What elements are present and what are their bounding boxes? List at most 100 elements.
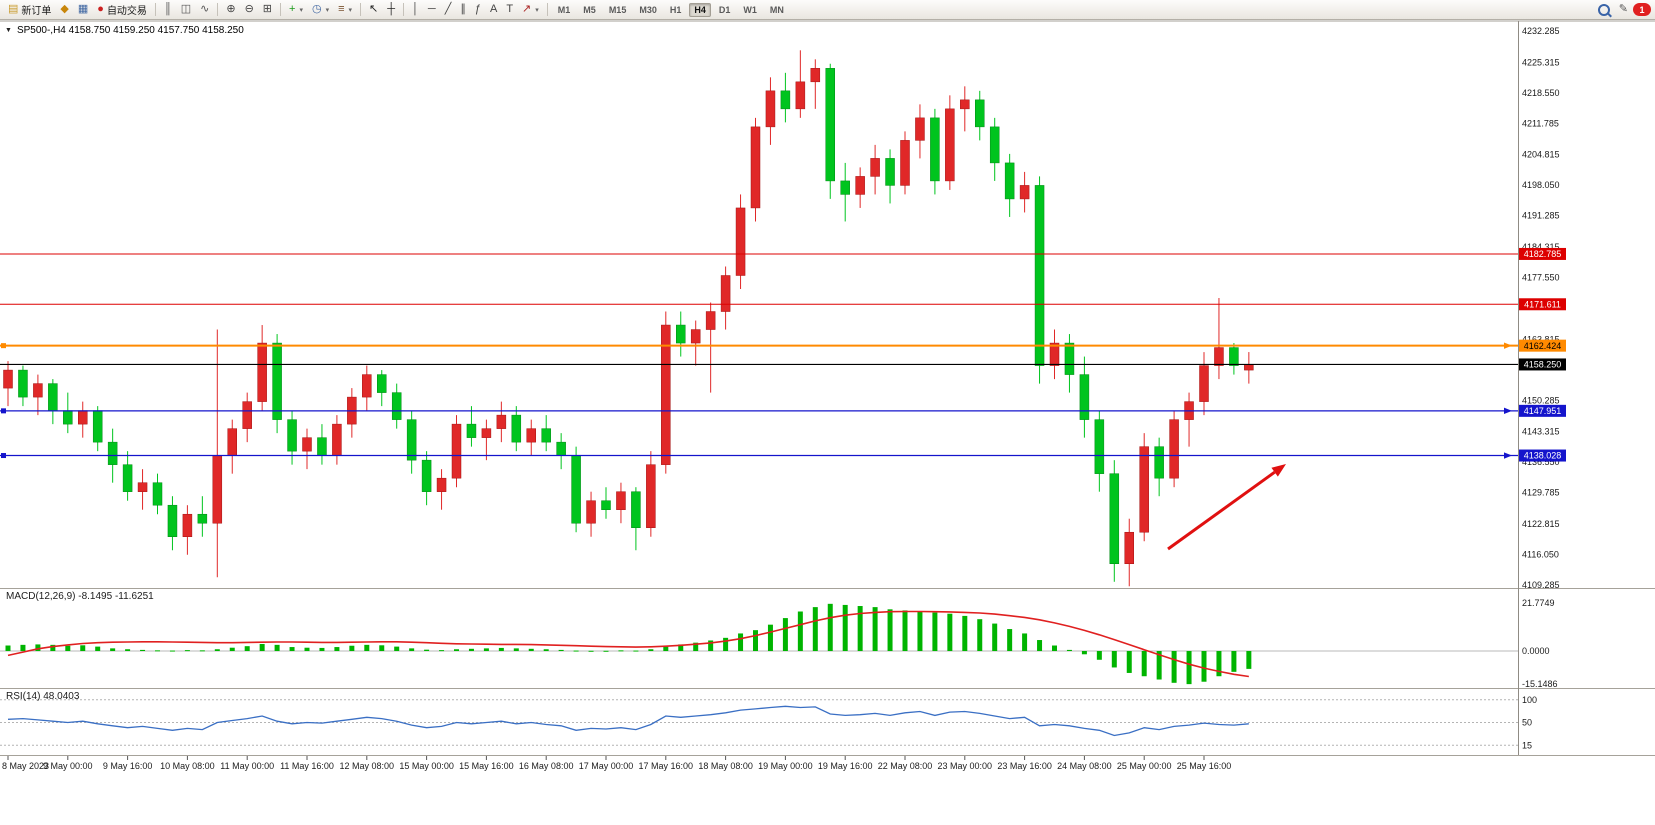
svg-text:4225.315: 4225.315 bbox=[1522, 57, 1560, 67]
candle bbox=[3, 361, 13, 407]
svg-text:4171.611: 4171.611 bbox=[1524, 299, 1561, 309]
separator bbox=[360, 3, 362, 16]
vertical-line-button[interactable]: │ bbox=[408, 1, 423, 19]
candle bbox=[391, 383, 402, 429]
timeframe-button-mn[interactable]: MN bbox=[769, 4, 784, 15]
separator bbox=[154, 3, 156, 16]
macd-histogram-bar bbox=[5, 645, 11, 651]
candle bbox=[765, 77, 776, 145]
timeframe-button-h4[interactable]: H4 bbox=[689, 2, 711, 17]
macd-panel: 21.7749 0.0000 -15.1486 bbox=[0, 598, 1558, 689]
svg-text:4163.815: 4163.815 bbox=[1522, 334, 1560, 344]
chevron-down-icon: ▾ bbox=[299, 6, 303, 14]
horizontal-line[interactable] bbox=[0, 342, 1518, 349]
candle bbox=[780, 72, 791, 123]
timeframe-button-w1[interactable]: W1 bbox=[743, 4, 757, 15]
data-window-button[interactable]: ▦ bbox=[74, 1, 92, 19]
new-order-button-label: 新订单 bbox=[21, 6, 52, 17]
horizontal-line[interactable] bbox=[0, 452, 1518, 459]
macd-histogram-bar bbox=[498, 647, 504, 651]
macd-histogram-bar bbox=[827, 603, 833, 651]
rsi-name: RSI(14) bbox=[6, 691, 41, 702]
chart-collapse-icon[interactable]: ▼ bbox=[5, 27, 12, 34]
market-watch-button[interactable]: ◆ bbox=[56, 1, 72, 19]
timeframe-button-m15[interactable]: M15 bbox=[608, 4, 627, 15]
svg-text:4143.315: 4143.315 bbox=[1522, 427, 1560, 437]
macd-histogram-bar bbox=[723, 637, 729, 651]
macd-histogram-bar bbox=[872, 607, 878, 651]
macd-histogram-bar bbox=[95, 646, 101, 651]
candlestick-chart-button[interactable]: ◫ bbox=[177, 1, 195, 19]
search-button[interactable] bbox=[1594, 1, 1614, 19]
chart-title-text: SP500-,H4 4158.750 4159.250 4157.750 415… bbox=[16, 25, 244, 36]
timeframe-button-h1[interactable]: H1 bbox=[669, 4, 682, 15]
bar-chart-icon: ║ bbox=[163, 3, 172, 15]
new-chart-button[interactable]: + ▾ bbox=[285, 1, 307, 19]
channel-button[interactable]: ∥ bbox=[456, 1, 470, 19]
fibonacci-icon: ƒ bbox=[474, 3, 481, 15]
arrows-button[interactable]: ↗ ▾ bbox=[518, 1, 543, 19]
cursor-button[interactable]: ↖ bbox=[365, 1, 382, 19]
zoom-out-button[interactable]: ⊖ bbox=[241, 1, 258, 19]
edit-button[interactable]: ✎ bbox=[1615, 1, 1632, 19]
tile-windows-button[interactable]: ⊞ bbox=[259, 1, 276, 19]
macd-histogram-bar bbox=[439, 650, 445, 652]
data-window-icon: ▦ bbox=[77, 3, 89, 15]
candle bbox=[750, 117, 761, 222]
auto-trading-button[interactable]: ● 自动交易 bbox=[93, 1, 151, 19]
macd-histogram-bar bbox=[782, 618, 788, 651]
macd-histogram-bar bbox=[842, 604, 848, 651]
macd-histogram-bar bbox=[1216, 651, 1222, 677]
profiles-button[interactable]: ◷ ▾ bbox=[308, 1, 333, 19]
macd-histogram-bar bbox=[289, 647, 295, 651]
candle bbox=[1169, 410, 1179, 488]
trendline-button[interactable]: ╱ bbox=[441, 1, 456, 19]
macd-histogram-bar bbox=[678, 644, 684, 651]
candle bbox=[870, 144, 880, 195]
candle bbox=[302, 428, 312, 470]
indicators-icon: ≡ bbox=[338, 3, 345, 15]
fibonacci-button[interactable]: ƒ bbox=[471, 1, 485, 19]
notification-badge[interactable]: 1 bbox=[1633, 3, 1651, 16]
svg-text:4191.285: 4191.285 bbox=[1522, 211, 1560, 221]
horizontal-line[interactable] bbox=[0, 407, 1518, 415]
macd-histogram-bar bbox=[334, 647, 340, 651]
horizontal-line-button[interactable]: ─ bbox=[424, 1, 440, 19]
trend-arrow-annotation[interactable] bbox=[1167, 464, 1286, 551]
price-axis: 4232.285 4225.315 4218.550 4211.785 4204.815… bbox=[1522, 26, 1560, 590]
line-chart-button[interactable]: ∿ bbox=[196, 1, 213, 19]
timeframe-button-m5[interactable]: M5 bbox=[583, 4, 596, 15]
svg-text:4211.785: 4211.785 bbox=[1522, 118, 1559, 128]
candle bbox=[1034, 176, 1045, 384]
macd-histogram-bar bbox=[20, 644, 26, 651]
candle bbox=[1049, 329, 1060, 380]
macd-histogram-bar bbox=[558, 649, 564, 651]
channel-icon: ∥ bbox=[460, 3, 466, 15]
timeframe-button-d1[interactable]: D1 bbox=[718, 4, 731, 15]
zoom-out-icon: ⊖ bbox=[244, 3, 254, 15]
svg-text:23 May 16:00: 23 May 16:00 bbox=[997, 761, 1052, 771]
timeframe-button-m30[interactable]: M30 bbox=[639, 4, 657, 15]
indicators-button[interactable]: ≡ ▾ bbox=[334, 1, 356, 19]
new-order-button[interactable]: ▤ 新订单 bbox=[4, 1, 55, 19]
macd-histogram-bar bbox=[812, 607, 818, 651]
candle bbox=[511, 406, 522, 452]
zoom-in-button[interactable]: ⊕ bbox=[222, 1, 239, 19]
candle bbox=[989, 117, 1000, 181]
text-button[interactable]: A bbox=[486, 1, 501, 19]
search-icon bbox=[1597, 3, 1610, 16]
candle bbox=[1094, 410, 1105, 492]
separator bbox=[217, 3, 219, 16]
svg-text:4184.315: 4184.315 bbox=[1522, 242, 1560, 252]
svg-text:21.7749: 21.7749 bbox=[1522, 598, 1555, 608]
candle bbox=[661, 311, 671, 474]
timeframe-button-m1[interactable]: M1 bbox=[557, 4, 571, 15]
candle bbox=[631, 487, 641, 551]
bar-chart-button[interactable]: ║ bbox=[160, 1, 176, 19]
macd-histogram-bar bbox=[259, 643, 265, 651]
macd-histogram-bar bbox=[304, 647, 310, 651]
text-label-button[interactable]: T bbox=[502, 1, 517, 19]
candle bbox=[705, 302, 716, 393]
crosshair-button[interactable]: ┼ bbox=[383, 1, 399, 19]
